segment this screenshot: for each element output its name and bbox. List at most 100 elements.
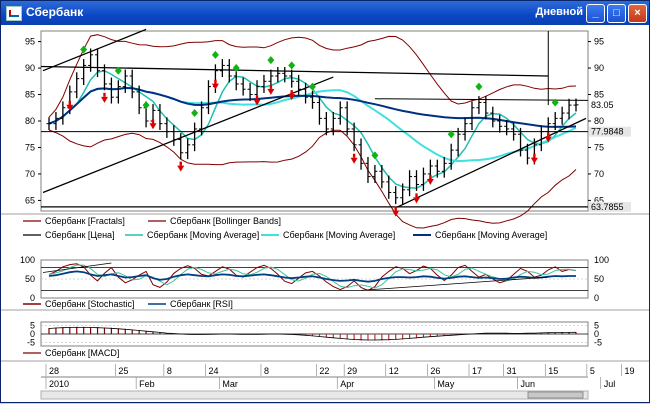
down-fractal-marker (544, 136, 552, 143)
down-fractal-stem (290, 90, 293, 95)
legend-label: Сбербанк [RSI] (170, 299, 233, 309)
month-label: Jul (604, 379, 616, 389)
stoch-tick-label-left: 0 (30, 293, 35, 303)
maximize-button[interactable]: □ (607, 4, 626, 23)
price-value-label: 83.05 (591, 100, 614, 110)
down-fractal-marker (350, 157, 358, 164)
price-tick-label-right: 95 (594, 37, 604, 47)
day-label: 31 (507, 366, 517, 376)
down-fractal-stem (352, 153, 356, 158)
month-label: 2010 (49, 379, 69, 389)
down-fractal-stem (103, 92, 106, 97)
stoch-tick-label-right: 50 (594, 274, 604, 284)
month-label: Jun (521, 379, 536, 389)
month-label: Apr (340, 379, 354, 389)
day-label: 12 (389, 366, 399, 376)
window-title: Сбербанк (26, 5, 84, 19)
up-fractal-marker (447, 130, 455, 139)
month-label: Feb (139, 379, 155, 389)
up-fractal-marker (80, 45, 88, 54)
down-fractal-stem (394, 206, 397, 211)
day-label: 24 (208, 366, 218, 376)
up-fractal-marker (371, 151, 379, 160)
chart-area[interactable]: 65 65 70 70 75 75 80 80 85 85 90 90 95 95 83.05 77.9848… (1, 25, 649, 402)
stoch-tick-label-right: 0 (594, 293, 599, 303)
price-tick-label-right: 65 (594, 195, 604, 205)
price-tick-label-right: 70 (594, 169, 604, 179)
price-tick-label-left: 80 (25, 116, 35, 126)
bollinger-upper (48, 34, 577, 118)
up-fractal-marker (267, 56, 275, 65)
resistance-line (40, 65, 549, 77)
price-tick-label-right: 90 (594, 63, 604, 73)
horizontal-scrollbar[interactable] (40, 390, 589, 400)
title-bar[interactable]: Сбербанк Дневной _ □ × (1, 1, 649, 25)
scrollbar-thumb[interactable] (527, 391, 584, 399)
macd-tick-label-right: -5 (594, 338, 602, 348)
stoch-trend-line (361, 276, 549, 291)
chart-app-icon[interactable] (6, 6, 22, 21)
down-fractal-marker (149, 123, 157, 130)
legend-label: Сбербанк [Moving Average] (435, 230, 547, 240)
price-tick-label-left: 95 (25, 37, 35, 47)
price-panel-frame (40, 30, 589, 212)
stoch-trend-line (42, 262, 112, 273)
down-fractal-stem (179, 161, 182, 166)
day-label: 22 (319, 366, 329, 376)
period-label[interactable]: Дневной (535, 6, 584, 18)
legend-label: Сбербанк [Цена] (45, 230, 115, 240)
down-fractal-stem (269, 84, 273, 89)
macd-tick-label-left: 5 (30, 320, 35, 330)
day-label: 17 (472, 366, 482, 376)
down-fractal-stem (547, 132, 550, 137)
stoch-tick-label-left: 100 (20, 255, 35, 265)
day-label: 5 (590, 366, 595, 376)
down-fractal-marker (66, 104, 74, 111)
close-button[interactable]: × (628, 4, 647, 23)
price-tick-label-left: 85 (25, 90, 35, 100)
up-fractal-marker (475, 82, 483, 91)
day-label: 19 (625, 366, 635, 376)
down-fractal-stem (533, 153, 536, 158)
legend-label: Сбербанк [Stochastic] (45, 299, 134, 309)
day-label: 15 (548, 366, 558, 376)
down-fractal-marker (177, 165, 185, 172)
macd-tick-label-right: 5 (594, 320, 599, 330)
macd-tick-label-left: -5 (27, 338, 35, 348)
price-tick-label-right: 75 (594, 142, 604, 152)
price-tick-label-left: 70 (25, 169, 35, 179)
day-label: 26 (430, 366, 440, 376)
down-fractal-marker (413, 197, 421, 204)
bollinger-lower (48, 129, 577, 229)
month-label: May (437, 379, 455, 389)
up-fractal-marker (114, 66, 122, 75)
day-label: 25 (118, 366, 128, 376)
down-fractal-marker (288, 94, 296, 101)
down-fractal-marker (426, 178, 434, 185)
legend-label: Сбербанк [Moving Average] (147, 230, 259, 240)
down-fractal-stem (68, 100, 72, 105)
day-label: 8 (264, 366, 269, 376)
macd-tick-label-left: 0 (30, 329, 35, 339)
down-fractal-marker (253, 99, 261, 106)
up-fractal-marker (288, 61, 296, 70)
minimize-button[interactable]: _ (586, 4, 605, 23)
up-fractal-marker (191, 109, 199, 118)
stoch-tick-label-right: 100 (594, 255, 609, 265)
price-value-label-bg (589, 99, 631, 110)
down-fractal-stem (214, 79, 217, 84)
macd-tick-label-right: 0 (594, 329, 599, 339)
price-tick-label-left: 75 (25, 142, 35, 152)
day-label: 29 (347, 366, 357, 376)
stoch-tick-label-left: 50 (25, 274, 35, 284)
legend-label: Сбербанк [Bollinger Bands] (170, 216, 281, 226)
price-tick-label-left: 90 (25, 63, 35, 73)
down-fractal-stem (429, 174, 432, 179)
up-fractal-marker (309, 82, 316, 91)
rsi-line (48, 270, 576, 283)
legend-label: Сбербанк [MACD] (45, 348, 119, 358)
up-fractal-marker (551, 98, 559, 107)
price-value-label: 77.9848 (591, 127, 624, 137)
